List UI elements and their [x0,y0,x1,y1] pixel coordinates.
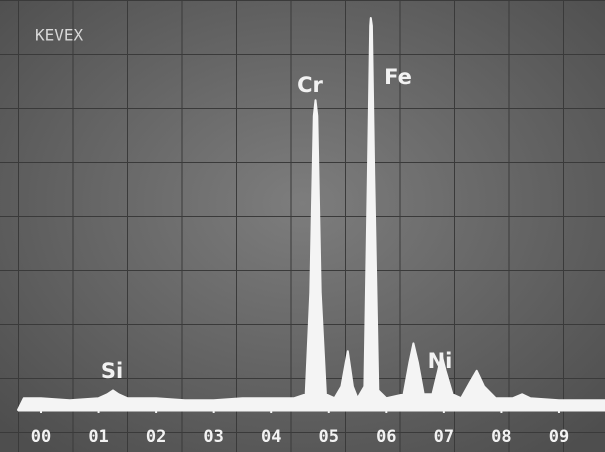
x-tick-label: 01 [88,427,108,447]
brand-label: KEVEX [35,26,84,45]
peak-label: Cr [297,73,323,97]
x-tick-label: 03 [203,427,223,447]
peak-label: Si [101,359,123,383]
x-tick-label: 06 [376,427,396,447]
page: {"chart_data": { "type": "area", "title"… [0,0,605,452]
x-tick-label: 05 [319,427,339,447]
peak-label: Ni [428,349,453,373]
x-tick-label: 08 [491,427,511,447]
x-tick-label: 07 [434,427,454,447]
x-tick-label: 00 [31,427,51,447]
x-tick-label: 02 [146,427,166,447]
spectrum-screen: KEVEX 00 01 02 03 04 05 06 07 08 09 Si Cr Fe Ni [0,0,605,452]
x-tick-label: 09 [549,427,569,447]
peak-label: Fe [384,65,412,89]
x-tick-label: 04 [261,427,281,447]
screen-grid [0,0,605,452]
